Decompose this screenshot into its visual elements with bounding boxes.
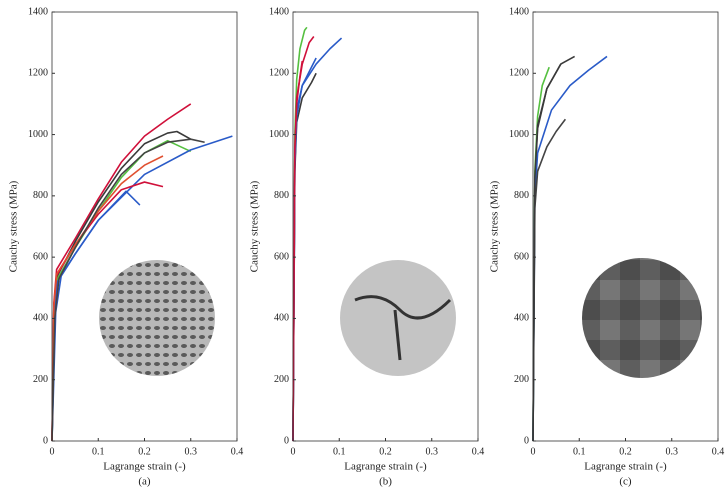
- y-tick-label: 800: [274, 190, 289, 201]
- x-tick-label: 0.3: [426, 446, 439, 457]
- y-tick-label: 800: [33, 190, 48, 201]
- x-tick-label: 0.1: [333, 446, 346, 457]
- y-tick-label: 400: [33, 313, 48, 324]
- caption: (c): [619, 476, 632, 488]
- curve: [51, 138, 205, 442]
- y-tick-label: 0: [284, 435, 289, 446]
- axes-frame: [532, 11, 719, 442]
- x-tick-label: 0.4: [472, 446, 485, 457]
- y-tick-label: 1200: [509, 68, 529, 79]
- y-axis-label: Cauchy stress (MPa): [8, 180, 20, 272]
- y-tick-label: 600: [33, 251, 48, 262]
- y-tick-label: 200: [514, 374, 529, 385]
- x-tick-label: 0.2: [619, 446, 632, 457]
- micrograph-feature: [354, 295, 452, 361]
- y-tick-label: 200: [274, 374, 289, 385]
- axes-frame: [51, 11, 238, 442]
- x-tick-label: 0.3: [185, 446, 198, 457]
- curve: [292, 60, 304, 442]
- y-tick-label: 1000: [28, 129, 48, 140]
- micrograph: [582, 258, 702, 378]
- y-tick-label: 1200: [269, 68, 289, 79]
- curve: [532, 55, 576, 442]
- y-tick-label: 600: [514, 251, 529, 262]
- x-tick-label: 0.3: [666, 446, 679, 457]
- y-tick-label: 800: [514, 190, 529, 201]
- curve: [532, 118, 567, 442]
- y-tick-label: 0: [43, 435, 48, 446]
- x-axis-label: Lagrange strain (-): [344, 461, 427, 473]
- y-axis-label: Cauchy stress (MPa): [489, 180, 501, 272]
- caption: (a): [138, 476, 151, 488]
- x-tick-label: 0.1: [92, 446, 105, 457]
- x-tick-label: 0: [531, 446, 536, 457]
- caption: (b): [379, 476, 392, 488]
- y-tick-label: 1400: [269, 6, 289, 17]
- x-tick-label: 0.2: [138, 446, 151, 457]
- y-tick-label: 1400: [509, 6, 529, 17]
- micrograph: [340, 260, 456, 376]
- y-tick-label: 200: [33, 374, 48, 385]
- x-axis-label: Lagrange strain (-): [103, 461, 186, 473]
- y-tick-label: 600: [274, 251, 289, 262]
- curve: [532, 63, 562, 442]
- x-tick-label: 0: [291, 446, 296, 457]
- axes-frame: [292, 11, 479, 442]
- x-tick-label: 0.4: [712, 446, 725, 457]
- y-tick-label: 1200: [28, 68, 48, 79]
- micrograph: [99, 260, 215, 376]
- curve: [532, 55, 608, 442]
- y-axis-label: Cauchy stress (MPa): [249, 180, 261, 272]
- y-tick-label: 0: [524, 435, 529, 446]
- x-axis-label: Lagrange strain (-): [584, 461, 667, 473]
- y-tick-label: 1000: [269, 129, 289, 140]
- y-tick-label: 1400: [28, 6, 48, 17]
- x-tick-label: 0: [50, 446, 55, 457]
- x-tick-label: 0.2: [379, 446, 392, 457]
- y-tick-label: 1000: [509, 129, 529, 140]
- y-tick-label: 400: [274, 313, 289, 324]
- y-tick-label: 400: [514, 313, 529, 324]
- x-tick-label: 0.1: [573, 446, 586, 457]
- x-tick-label: 0.4: [231, 446, 244, 457]
